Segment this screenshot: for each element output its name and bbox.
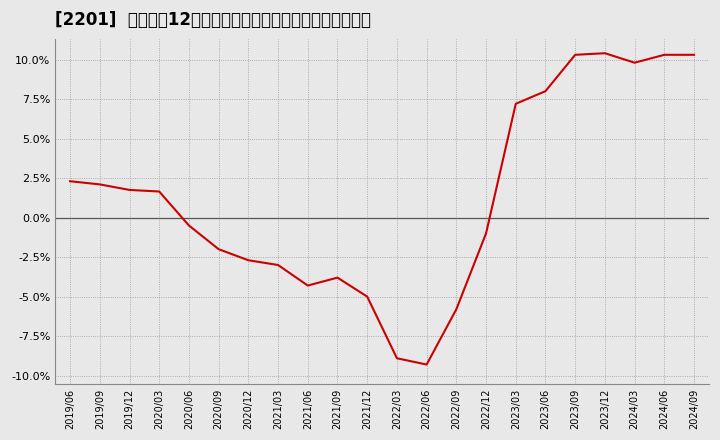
Text: [2201]  売上高の12か月移動合計の対前年同期増減率の推移: [2201] 売上高の12か月移動合計の対前年同期増減率の推移 [55,11,372,29]
